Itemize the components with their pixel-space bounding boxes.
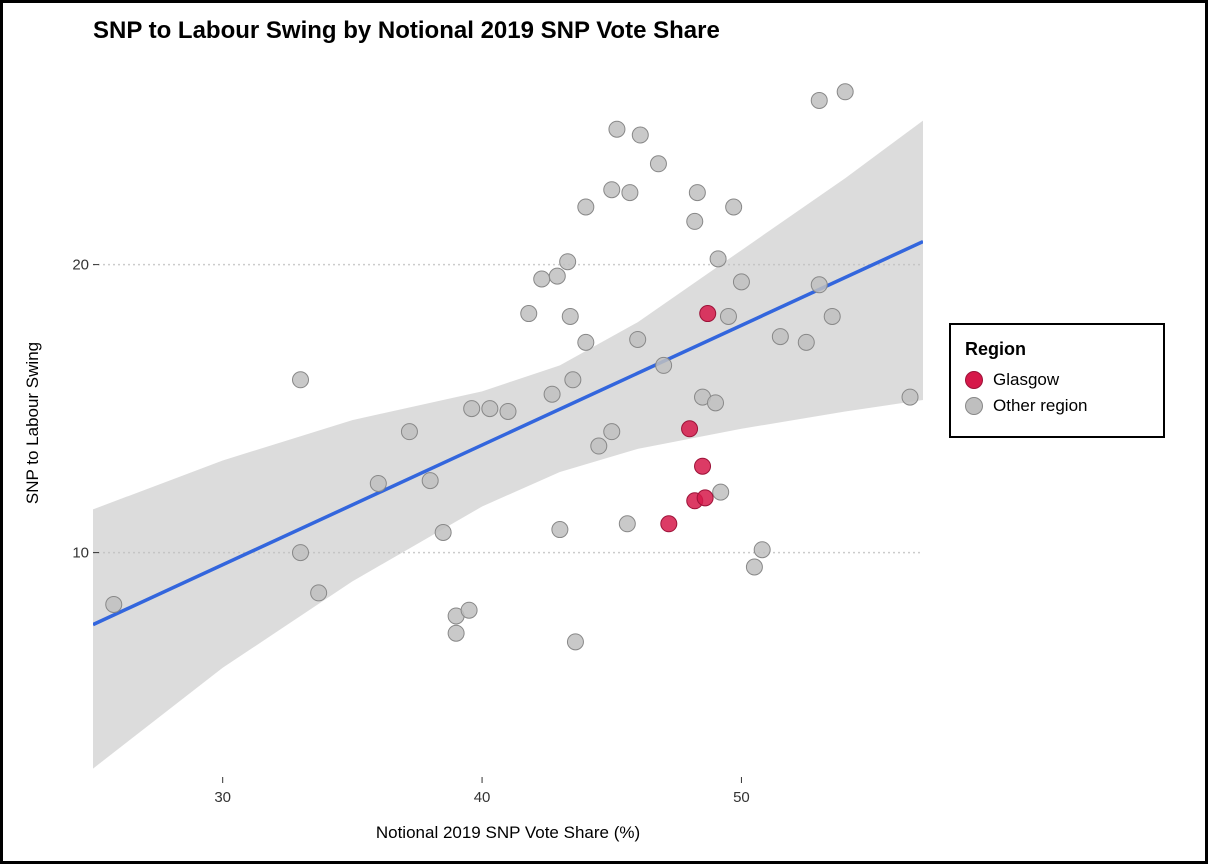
x-tick-label: 50 [733, 789, 750, 806]
scatter-point-other [689, 185, 705, 201]
legend: Region Glasgow Other region [949, 323, 1165, 438]
chart-container: SNP to Labour Swing by Notional 2019 SNP… [0, 0, 1208, 864]
scatter-point-other [578, 199, 594, 215]
scatter-point-other [435, 524, 451, 540]
scatter-point-other [578, 334, 594, 350]
scatter-point-other [591, 438, 607, 454]
x-tick-label: 40 [474, 789, 491, 806]
scatter-point-other [772, 329, 788, 345]
scatter-point-other [687, 213, 703, 229]
legend-label: Other region [993, 396, 1088, 416]
scatter-point-other [482, 401, 498, 417]
scatter-point-other [552, 522, 568, 538]
scatter-point-other [656, 357, 672, 373]
scatter-point-other [710, 251, 726, 267]
scatter-point-glasgow [700, 306, 716, 322]
scatter-point-other [713, 484, 729, 500]
y-axis-label: SNP to Labour Swing [23, 63, 43, 783]
scatter-point-other [798, 334, 814, 350]
scatter-point-other [622, 185, 638, 201]
x-tick-label: 30 [214, 789, 231, 806]
scatter-point-other [448, 625, 464, 641]
scatter-point-other [567, 634, 583, 650]
legend-item-glasgow: Glasgow [965, 370, 1145, 390]
scatter-point-other [544, 386, 560, 402]
scatter-point-glasgow [682, 421, 698, 437]
scatter-point-other [726, 199, 742, 215]
scatter-point-other [609, 121, 625, 137]
scatter-point-other [521, 306, 537, 322]
scatter-point-other [293, 372, 309, 388]
scatter-point-other [293, 545, 309, 561]
scatter-point-other [733, 274, 749, 290]
scatter-point-other [604, 424, 620, 440]
chart-title: SNP to Labour Swing by Notional 2019 SNP… [93, 17, 720, 45]
scatter-point-other [754, 542, 770, 558]
y-tick-label: 20 [61, 256, 89, 273]
scatter-point-other [902, 389, 918, 405]
scatter-point-other [106, 596, 122, 612]
scatter-point-other [565, 372, 581, 388]
scatter-point-glasgow [697, 490, 713, 506]
scatter-point-other [708, 395, 724, 411]
scatter-point-other [650, 156, 666, 172]
scatter-point-other [401, 424, 417, 440]
scatter-point-other [562, 308, 578, 324]
scatter-point-other [619, 516, 635, 532]
scatter-point-other [534, 271, 550, 287]
scatter-point-glasgow [661, 516, 677, 532]
scatter-point-glasgow [695, 458, 711, 474]
regression-line [93, 242, 923, 625]
scatter-point-other [811, 92, 827, 108]
scatter-point-other [630, 331, 646, 347]
scatter-point-other [824, 308, 840, 324]
scatter-point-other [604, 182, 620, 198]
legend-swatch [965, 397, 983, 415]
scatter-point-other [422, 473, 438, 489]
legend-label: Glasgow [993, 370, 1059, 390]
scatter-point-other [720, 308, 736, 324]
confidence-band [93, 121, 923, 769]
scatter-point-other [464, 401, 480, 417]
plot-area [93, 63, 923, 783]
scatter-point-other [632, 127, 648, 143]
y-tick-label: 10 [61, 544, 89, 561]
legend-item-other: Other region [965, 396, 1145, 416]
scatter-point-other [837, 84, 853, 100]
scatter-point-other [560, 254, 576, 270]
legend-swatch [965, 371, 983, 389]
plot-svg [93, 63, 923, 783]
scatter-point-other [549, 268, 565, 284]
scatter-point-other [461, 602, 477, 618]
scatter-point-other [811, 277, 827, 293]
scatter-point-other [311, 585, 327, 601]
scatter-point-other [746, 559, 762, 575]
scatter-point-other [500, 403, 516, 419]
legend-title: Region [965, 339, 1145, 360]
y-axis-label-text: SNP to Labour Swing [23, 342, 43, 504]
scatter-point-other [370, 475, 386, 491]
x-axis-label: Notional 2019 SNP Vote Share (%) [93, 823, 923, 843]
